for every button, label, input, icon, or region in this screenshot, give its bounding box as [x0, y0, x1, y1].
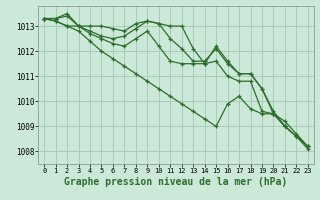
X-axis label: Graphe pression niveau de la mer (hPa): Graphe pression niveau de la mer (hPa): [64, 177, 288, 187]
